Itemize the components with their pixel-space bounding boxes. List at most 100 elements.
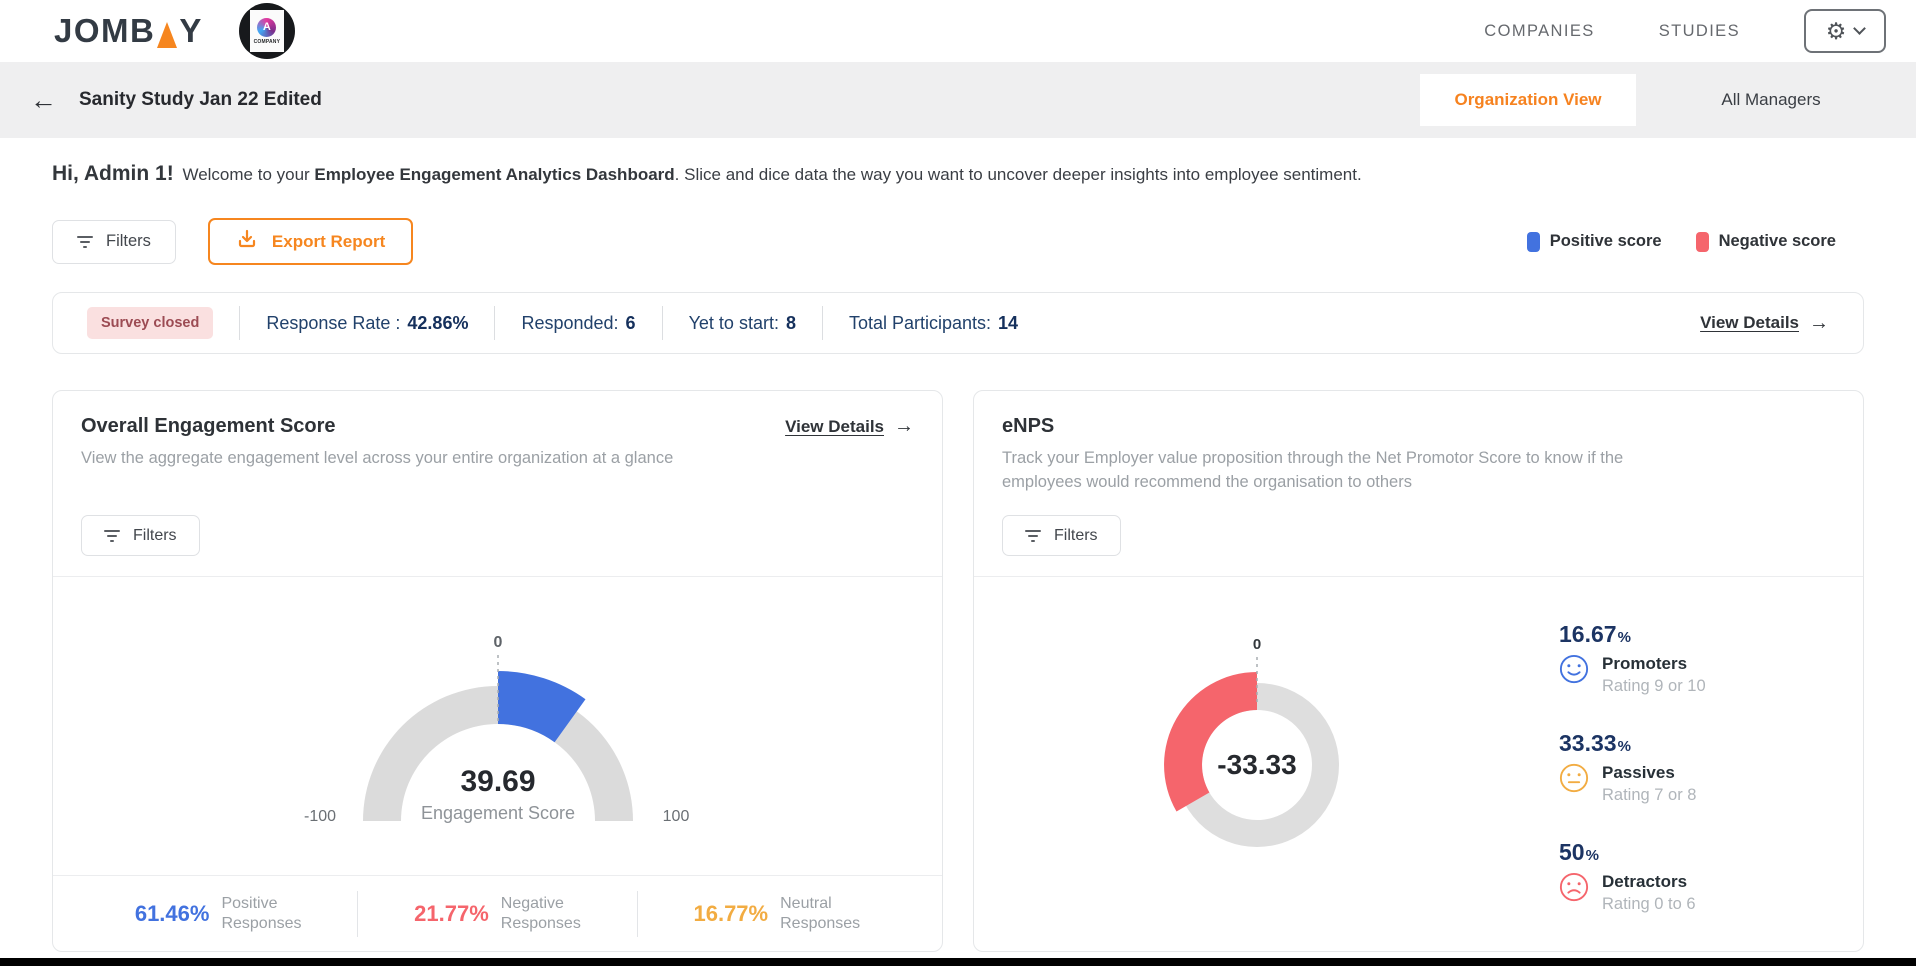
- tab-all-managers[interactable]: All Managers: [1721, 90, 1821, 109]
- brand-text: Y: [179, 12, 203, 49]
- company-mark-icon: A: [257, 17, 277, 37]
- neutral-responses-stat: 16.77% Neutral Responses: [693, 894, 860, 934]
- stat-unit: %: [1617, 629, 1631, 646]
- metric-value: 8: [785, 312, 796, 333]
- back-arrow-icon[interactable]: ←: [30, 84, 57, 115]
- enps-body: 0 -33.33 16.67% Promoters Rat: [1002, 593, 1835, 914]
- gauge-segment: [497, 671, 585, 743]
- survey-summary-bar: Survey closed Response Rate : 42.86% Resp…: [52, 292, 1864, 354]
- happy-face-icon: [1559, 654, 1589, 684]
- legend-label: Positive score: [1549, 232, 1662, 250]
- enps-filters-button[interactable]: Filters: [1002, 515, 1121, 556]
- stat-number: 16.67: [1559, 621, 1617, 647]
- metric-label: Total Participants:: [848, 312, 992, 333]
- engagement-view-details-link[interactable]: View Details →: [785, 415, 914, 438]
- stat-value: 33.33%: [1559, 730, 1821, 757]
- metric-value: 14: [998, 312, 1019, 333]
- sad-face-icon: [1559, 872, 1589, 902]
- stat-value: 50%: [1559, 839, 1821, 866]
- stat-row: Passives Rating 7 or 8: [1559, 763, 1821, 805]
- divider: [974, 576, 1863, 577]
- neutral-face-icon: [1559, 763, 1589, 793]
- stat-value: 16.67%: [1559, 621, 1821, 648]
- gauge-score-label: Engagement Score: [420, 803, 574, 823]
- divider: [239, 306, 241, 340]
- divider: [636, 890, 638, 937]
- metric-label: Yet to start:: [688, 312, 779, 333]
- gauge-score-value: 39.69: [460, 765, 535, 798]
- nav-companies[interactable]: COMPANIES: [1484, 21, 1595, 40]
- negative-swatch-icon: [1695, 231, 1709, 252]
- nav-studies[interactable]: STUDIES: [1658, 21, 1740, 40]
- top-navigation: JOMB Y A COMPANY COMPANIES STUDIES ⚙: [0, 0, 1916, 62]
- export-report-button[interactable]: Export Report: [207, 218, 414, 265]
- salutation: Hi, Admin 1!: [52, 162, 174, 185]
- engagement-filters-button[interactable]: Filters: [81, 515, 200, 556]
- arrow-right-icon: →: [894, 415, 914, 437]
- stat-label: Positive Responses: [221, 894, 302, 932]
- engagement-card-header: Overall Engagement Score View Details →: [81, 415, 914, 438]
- stat-unit: %: [1617, 738, 1631, 755]
- gear-icon: ⚙: [1825, 17, 1847, 44]
- divider: [494, 306, 496, 340]
- stat-sublabel: Rating 9 or 10: [1602, 677, 1706, 695]
- study-header-bar: ← Sanity Study Jan 22 Edited Organizatio…: [0, 62, 1916, 138]
- metric-value: 6: [625, 312, 636, 333]
- donut-score-value: -33.33: [1217, 749, 1296, 780]
- engagement-gauge-chart: 0 -100 100 39.69 Engagement Score: [81, 631, 914, 871]
- enps-card: eNPS Track your Employer value propositi…: [973, 390, 1864, 952]
- stat-label: Detractors: [1602, 872, 1688, 891]
- filters-button[interactable]: Filters: [52, 219, 176, 264]
- brand-text: JOMB: [54, 12, 156, 49]
- greeting-highlight: Employee Engagement Analytics Dashboard: [314, 165, 675, 184]
- stat-label: Passives: [1602, 763, 1675, 782]
- filters-button-label: Filters: [133, 526, 177, 544]
- metric-responded: Responded: 6: [521, 313, 635, 334]
- stat-value: 16.77%: [693, 900, 769, 926]
- stat-number: 33.33: [1559, 730, 1617, 756]
- topnav-links: COMPANIES STUDIES ⚙: [1484, 9, 1886, 53]
- jombay-logo[interactable]: JOMB Y: [54, 12, 203, 50]
- stat-unit: %: [1585, 847, 1599, 864]
- greeting-text: Hi, Admin 1! Welcome to your Employee En…: [52, 162, 1864, 186]
- chevron-down-icon: [1853, 22, 1867, 35]
- stat-number: 50: [1559, 839, 1585, 865]
- gauge-zero-label: 0: [493, 634, 502, 651]
- response-stats-row: 61.46% Positive Responses 21.77% Negativ…: [53, 875, 942, 951]
- engagement-score-card: Overall Engagement Score View Details → …: [52, 390, 943, 952]
- company-logo-label: COMPANY: [253, 38, 281, 45]
- metric-value: 42.86%: [407, 312, 469, 333]
- passives-stat: 33.33% Passives Rating 7 or 8: [1559, 730, 1821, 805]
- enps-breakdown: 16.67% Promoters Rating 9 or 10: [1559, 621, 1821, 914]
- promoters-stat: 16.67% Promoters Rating 9 or 10: [1559, 621, 1821, 696]
- stat-sublabel: Rating 7 or 8: [1602, 786, 1697, 804]
- enps-card-header: eNPS: [1002, 415, 1835, 438]
- export-button-label: Export Report: [271, 231, 386, 251]
- filter-icon: [77, 235, 93, 248]
- engagement-card-title: Overall Engagement Score: [81, 415, 336, 437]
- enps-card-title: eNPS: [1002, 415, 1055, 437]
- negative-responses-stat: 21.77% Negative Responses: [414, 894, 581, 934]
- stat-texts: Passives Rating 7 or 8: [1602, 763, 1696, 805]
- engagement-card-subtitle: View the aggregate engagement level acro…: [81, 449, 674, 467]
- metric-total-participants: Total Participants: 14: [849, 313, 1018, 334]
- greeting-segment: . Slice and dice data the way you want t…: [674, 165, 1362, 184]
- tab-organization-view[interactable]: Organization View: [1420, 74, 1636, 126]
- gauge-min-label: -100: [303, 808, 335, 825]
- filter-icon: [1025, 529, 1041, 542]
- settings-menu-button[interactable]: ⚙: [1804, 9, 1886, 53]
- cards-row: Overall Engagement Score View Details → …: [52, 390, 1864, 952]
- view-details-label: View Details: [785, 416, 884, 436]
- divider: [821, 306, 823, 340]
- positive-swatch-icon: [1526, 231, 1540, 252]
- dashboard-content: Hi, Admin 1! Welcome to your Employee En…: [0, 162, 1916, 952]
- summary-view-details-link[interactable]: View Details →: [1700, 312, 1829, 335]
- legend-label: Negative score: [1718, 232, 1836, 250]
- divider: [661, 306, 663, 340]
- view-tabs: Organization View All Managers: [1420, 74, 1906, 126]
- stat-value: 21.77%: [414, 900, 489, 926]
- enps-card-subtitle: Track your Employer value proposition th…: [1002, 449, 1624, 491]
- donut-zero-label: 0: [1253, 636, 1261, 653]
- filters-button-label: Filters: [106, 232, 151, 250]
- brand-triangle-icon: [157, 22, 178, 48]
